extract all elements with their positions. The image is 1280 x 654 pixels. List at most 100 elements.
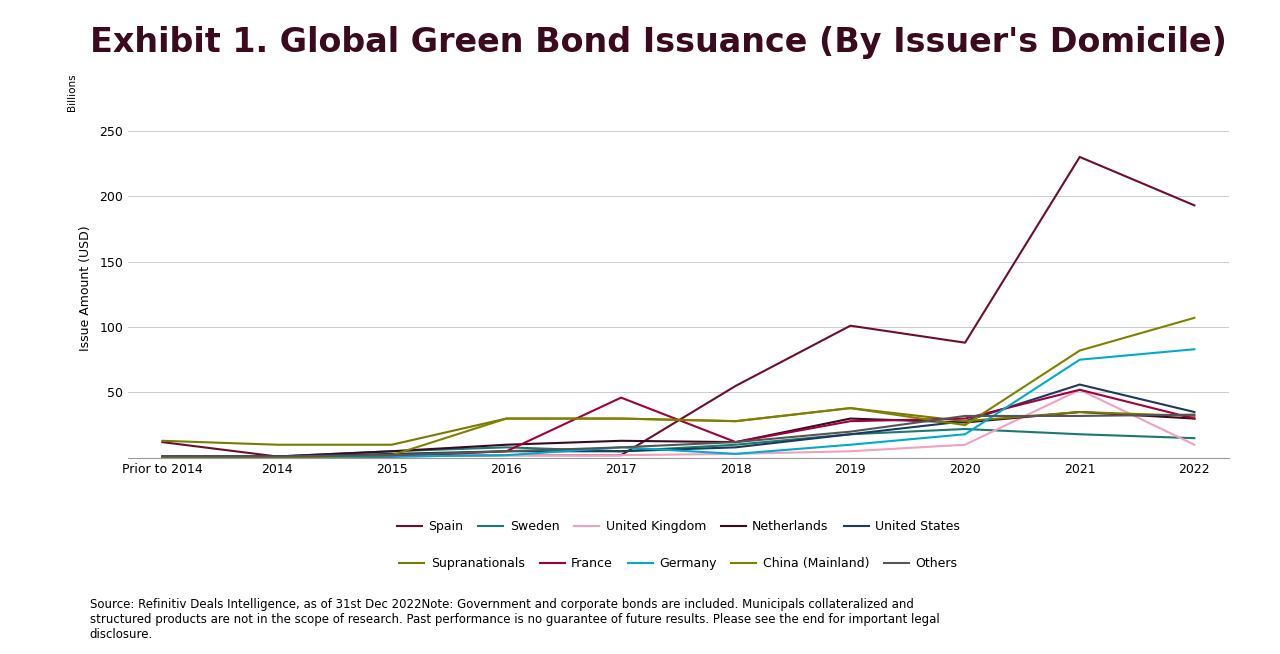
Supranationals [842,404,858,412]
Netherlands [384,447,399,455]
Line: China (Mainland): China (Mainland) [163,318,1194,458]
Y-axis label: Issue Amount (USD): Issue Amount (USD) [79,225,92,351]
Germany [613,443,628,451]
Sweden [384,447,399,455]
Spain [957,339,973,347]
Text: Billions: Billions [68,73,78,111]
Sweden [1187,434,1202,442]
Netherlands [499,441,515,449]
Supranationals [613,415,628,422]
Legend: Supranationals, France, Germany, China (Mainland), Others: Supranationals, France, Germany, China (… [394,553,963,576]
Supranationals [1187,412,1202,420]
Sweden [613,447,628,455]
Germany [269,454,284,462]
United Kingdom [957,441,973,449]
Supranationals [728,417,744,425]
China (Mainland) [1187,314,1202,322]
Spain [1187,201,1202,209]
France [269,454,284,462]
Sweden [728,441,744,449]
Sweden [842,430,858,438]
Others [269,453,284,460]
France [1187,415,1202,422]
Sweden [269,453,284,460]
Others [613,443,628,451]
Sweden [957,425,973,433]
Spain [728,382,744,390]
Netherlands [155,453,170,460]
France [384,453,399,460]
Netherlands [728,438,744,446]
United States [384,450,399,458]
Line: Netherlands: Netherlands [163,412,1194,456]
United Kingdom [613,451,628,459]
China (Mainland) [269,454,284,462]
China (Mainland) [499,415,515,422]
United States [957,417,973,425]
France [842,417,858,425]
Spain [155,438,170,446]
Others [957,412,973,420]
Spain [384,453,399,460]
Supranationals [957,417,973,425]
United Kingdom [499,451,515,459]
Germany [1187,345,1202,353]
Sweden [155,453,170,460]
United Kingdom [269,454,284,462]
China (Mainland) [842,404,858,412]
Others [384,451,399,459]
Others [728,438,744,446]
United Kingdom [728,450,744,458]
United States [499,447,515,455]
Germany [155,454,170,462]
United States [1187,408,1202,416]
Line: France: France [163,390,1194,458]
Line: Others: Others [163,415,1194,456]
United Kingdom [1073,386,1088,394]
United Kingdom [155,454,170,462]
China (Mainland) [613,415,628,422]
Netherlands [842,415,858,422]
Netherlands [269,453,284,460]
Germany [384,453,399,460]
Others [1187,411,1202,419]
Germany [957,430,973,438]
Supranationals [155,437,170,445]
France [155,454,170,462]
China (Mainland) [384,451,399,459]
Others [155,453,170,460]
United States [269,453,284,460]
Sweden [1073,430,1088,438]
Line: Supranationals: Supranationals [163,408,1194,445]
Germany [728,450,744,458]
United States [155,453,170,460]
Netherlands [1187,415,1202,422]
China (Mainland) [957,421,973,429]
Supranationals [1073,408,1088,416]
United States [728,443,744,451]
France [1073,386,1088,394]
United Kingdom [842,447,858,455]
Spain [499,451,515,459]
United States [613,447,628,455]
Text: Source: Refinitiv Deals Intelligence, as of 31st Dec 2022Note: Government and co: Source: Refinitiv Deals Intelligence, as… [90,598,940,642]
Germany [499,451,515,459]
Others [499,447,515,455]
Line: United Kingdom: United Kingdom [163,390,1194,458]
United States [842,430,858,438]
Netherlands [613,437,628,445]
Spain [1073,153,1088,161]
Others [1073,412,1088,420]
Supranationals [499,415,515,422]
Text: Exhibit 1. Global Green Bond Issuance (By Issuer's Domicile): Exhibit 1. Global Green Bond Issuance (B… [90,26,1226,59]
China (Mainland) [1073,347,1088,354]
Supranationals [269,441,284,449]
France [957,415,973,422]
United Kingdom [384,453,399,460]
Germany [842,441,858,449]
Sweden [499,443,515,451]
France [499,447,515,455]
Spain [613,451,628,459]
Netherlands [1073,408,1088,416]
China (Mainland) [155,454,170,462]
